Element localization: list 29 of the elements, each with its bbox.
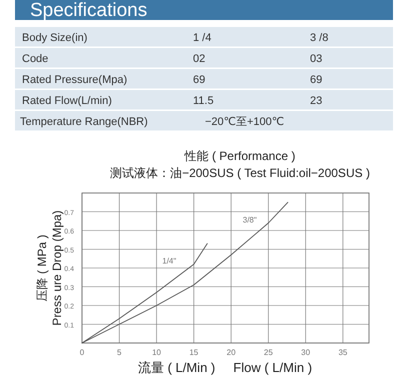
chart-subtitle: 测试液体：油−200SUS ( Test Fluid:oil−200SUS ) bbox=[110, 166, 370, 180]
text: Temperature Range(NBR) bbox=[20, 116, 148, 128]
text: 11.5 bbox=[193, 95, 214, 107]
x-tick-label: 20 bbox=[226, 348, 236, 357]
x-tick-label: 15 bbox=[189, 348, 199, 357]
chart-title: 性能 ( Performance ) bbox=[184, 149, 296, 163]
x-tick-label: 30 bbox=[301, 348, 311, 357]
x-tick-label: 35 bbox=[338, 348, 348, 357]
text: 03 bbox=[310, 53, 322, 65]
x-tick-label: 5 bbox=[117, 348, 122, 357]
text: Code bbox=[22, 53, 48, 65]
x-tick-label: 10 bbox=[152, 348, 162, 357]
text: 69 bbox=[193, 74, 206, 86]
y-axis-title: 压降 ( MPa ) Press ure Drop (Mpa) bbox=[35, 210, 64, 326]
text: 3 /8 bbox=[310, 32, 328, 44]
text: 23 bbox=[310, 95, 322, 107]
text: 1 /4 bbox=[193, 32, 212, 44]
series-label: 3/8" bbox=[242, 215, 257, 224]
text: Rated Pressure(Mpa) bbox=[22, 74, 128, 86]
x-tick-label: 25 bbox=[264, 348, 274, 357]
x-axis-title: 流量 ( L/Min ) Flow ( L/Min ) bbox=[138, 360, 312, 375]
text: Body Size(in) bbox=[22, 32, 88, 44]
text: −20℃至+100℃ bbox=[205, 116, 284, 128]
text: 02 bbox=[193, 53, 206, 65]
text: Specifications bbox=[30, 0, 148, 21]
text: 69 bbox=[310, 74, 322, 86]
x-tick-label: 0 bbox=[80, 348, 85, 357]
text: Rated Flow(L/min) bbox=[22, 95, 112, 107]
series-label: 1/4" bbox=[162, 256, 176, 266]
